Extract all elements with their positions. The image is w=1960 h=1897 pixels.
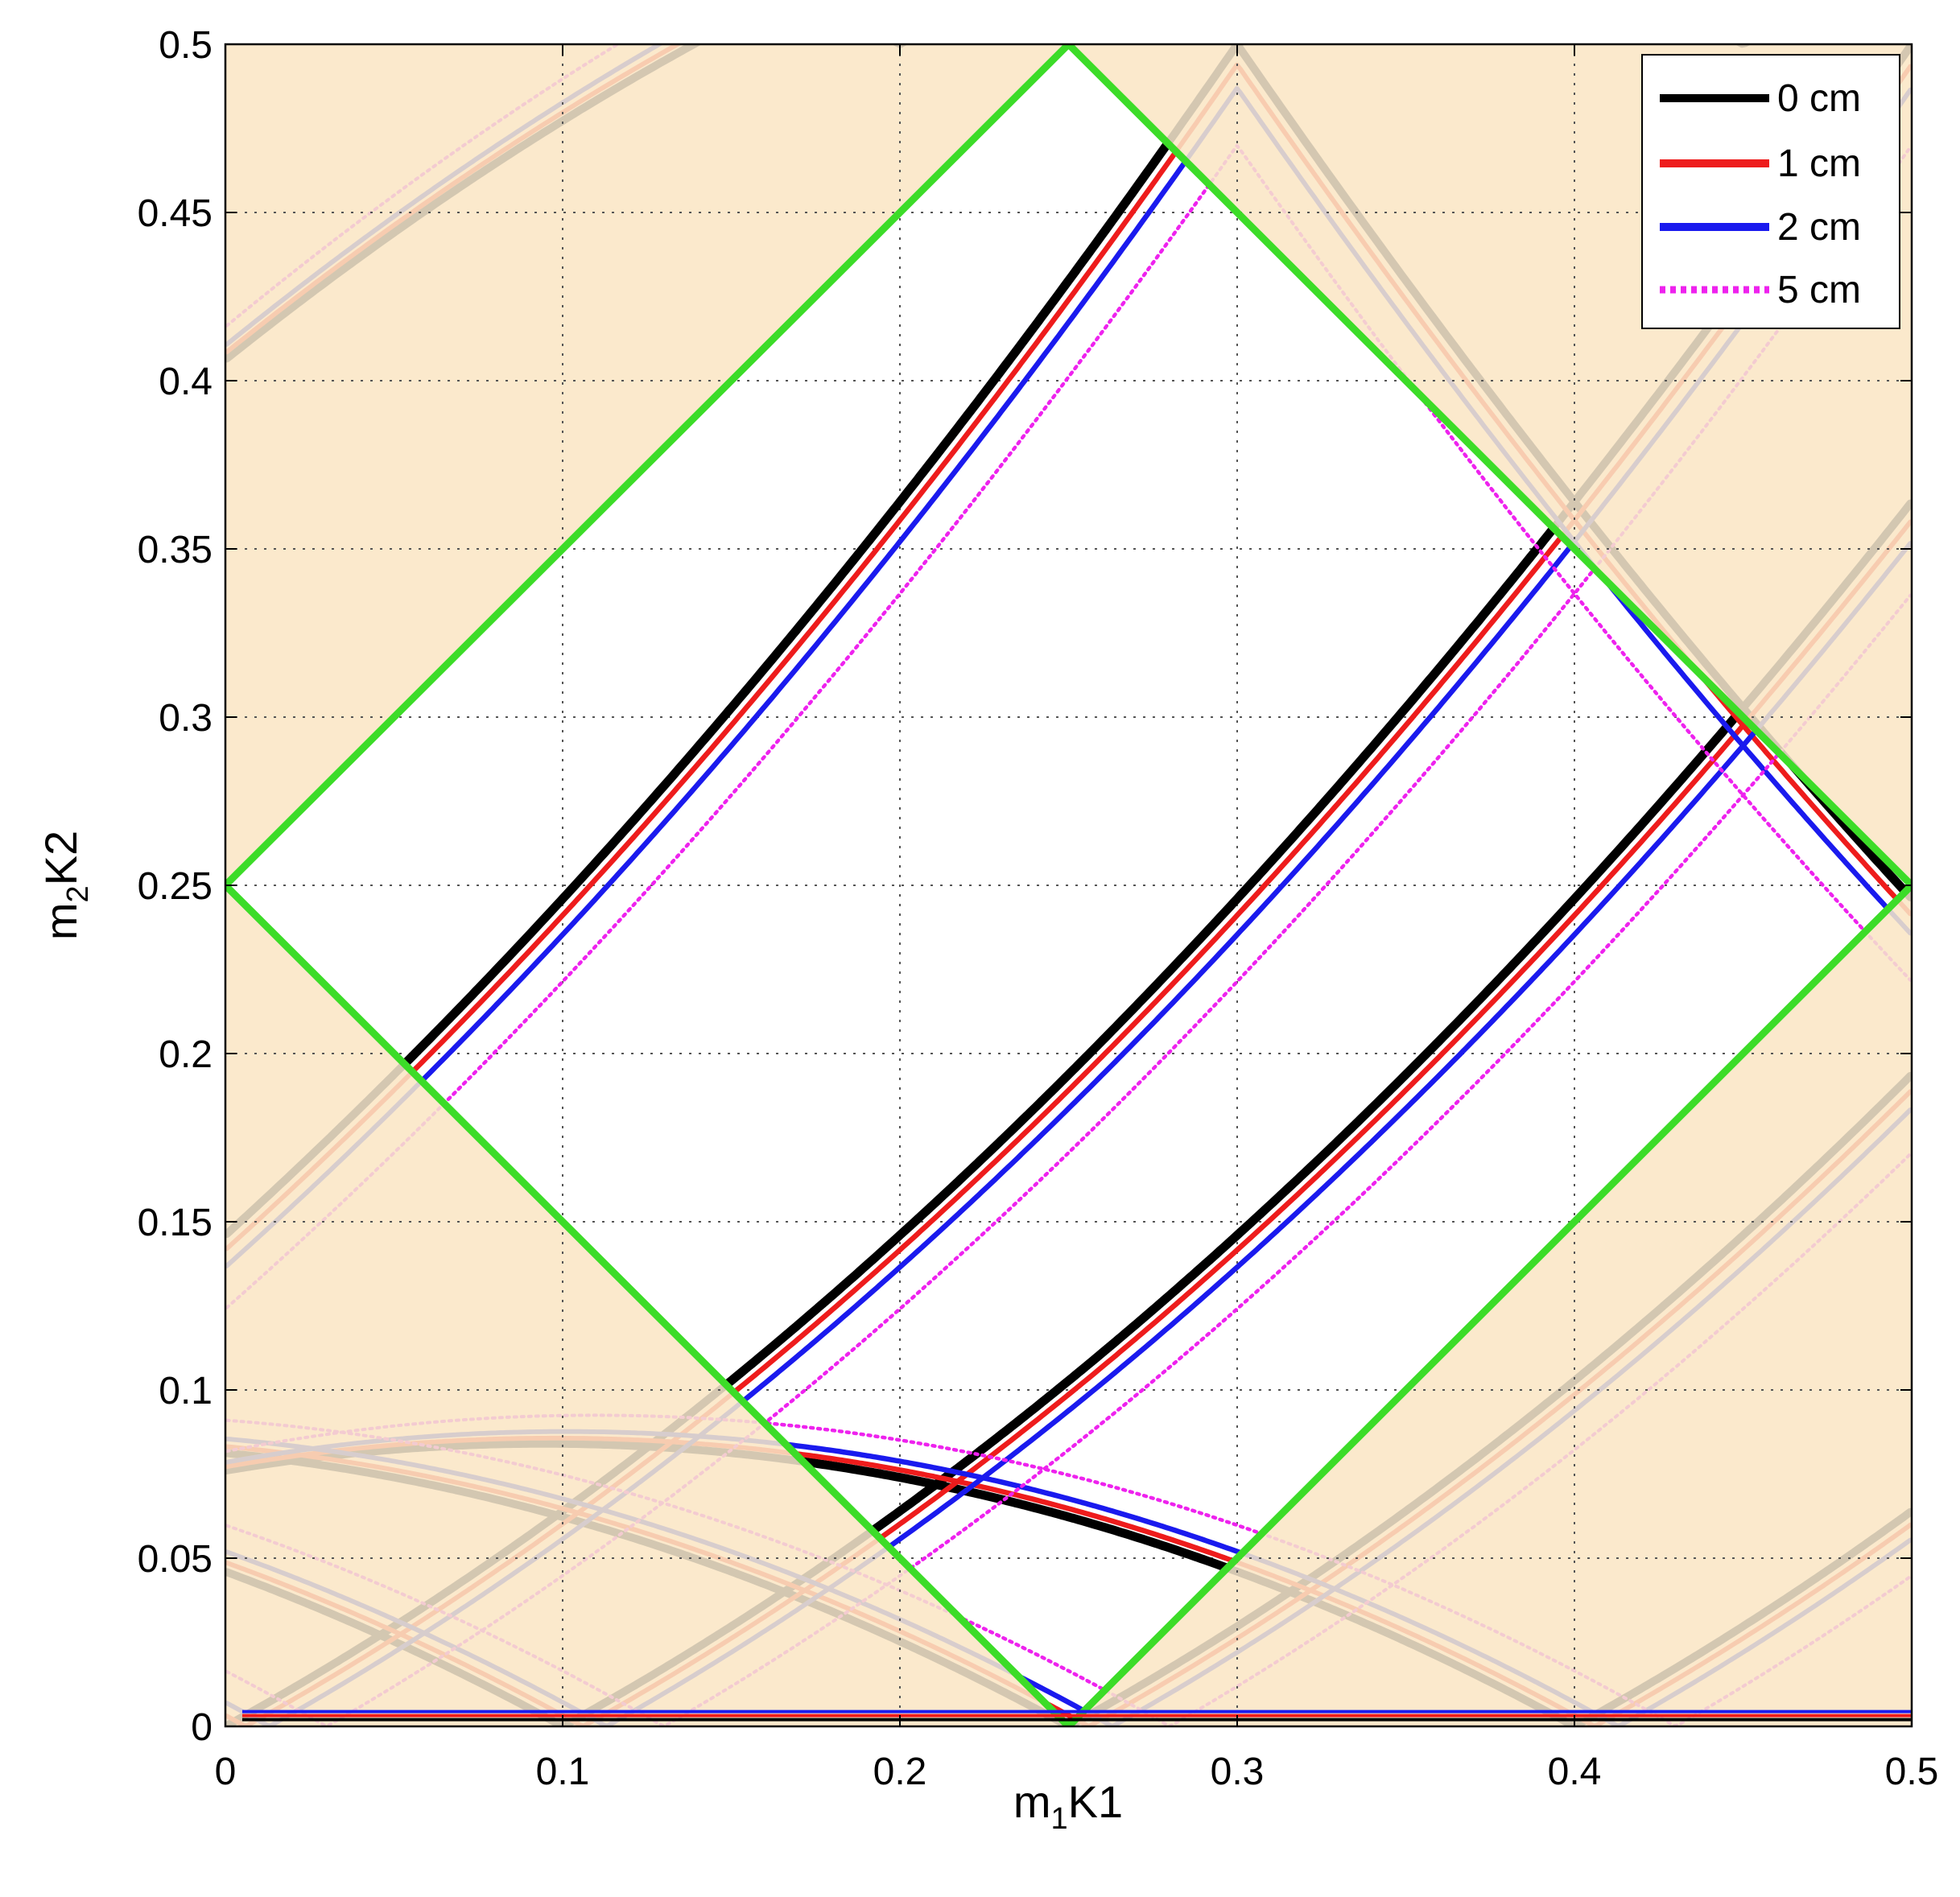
series-curve-faded	[225, 44, 1912, 328]
series-curve	[225, 85, 1912, 1269]
x-tick-label: 0.1	[536, 1751, 590, 1793]
legend-entry-1cm: 1 cm	[1660, 142, 1861, 185]
grid	[225, 44, 1912, 1726]
x-tick-label: 0.2	[873, 1751, 927, 1793]
x-tick-label: 0.5	[1885, 1751, 1939, 1793]
y-tick-label: 0.25	[138, 865, 213, 908]
series-curve	[225, 143, 1912, 1310]
series-curve-faded	[225, 1071, 1912, 1726]
x-axis-label: m1K1	[1013, 1776, 1123, 1836]
y-tick-label: 0.1	[159, 1370, 213, 1412]
stable-region-boundary	[225, 44, 1912, 1726]
series-curve-faded	[225, 44, 1912, 347]
y-tick-label: 0.45	[138, 192, 213, 235]
plot-area	[225, 44, 1912, 1726]
legend-label-0cm: 0 cm	[1777, 77, 1861, 120]
y-tick-label: 0.4	[159, 361, 213, 403]
series-curve-faded	[225, 44, 1912, 363]
y-tick-label: 0.05	[138, 1538, 213, 1581]
y-axis-ticks: 0 0.05 0.1 0.15 0.2 0.25 0.3 0.35 0.4 0.45 0.5	[138, 24, 1912, 1749]
legend-label-5cm: 5 cm	[1777, 269, 1861, 311]
legend: 0 cm 1 cm 2 cm 5 cm	[1641, 54, 1900, 329]
y-tick-label: 0.15	[138, 1202, 213, 1244]
legend-label-1cm: 1 cm	[1777, 142, 1861, 185]
x-axis-ticks: 0 0.1 0.2 0.3 0.4 0.5	[215, 44, 1939, 1793]
legend-entry-2cm: 2 cm	[1660, 206, 1861, 249]
y-tick-label: 0	[191, 1706, 213, 1749]
series-curve-faded	[225, 44, 1912, 355]
y-axis-label: m2K2	[35, 831, 95, 940]
x-tick-label: 0.3	[1211, 1751, 1265, 1793]
y-tick-label: 0.35	[138, 529, 213, 571]
x-tick-label: 0	[215, 1751, 237, 1793]
baseline-traces	[241, 1709, 1912, 1722]
x-tick-label: 0.4	[1548, 1751, 1602, 1793]
y-tick-label: 0.3	[159, 697, 213, 740]
legend-entry-0cm: 0 cm	[1660, 77, 1861, 120]
y-tick-label: 0.2	[159, 1033, 213, 1076]
legend-entry-5cm: 5 cm	[1660, 269, 1861, 311]
y-tick-label: 0.5	[159, 24, 213, 67]
legend-label-2cm: 2 cm	[1777, 206, 1861, 249]
